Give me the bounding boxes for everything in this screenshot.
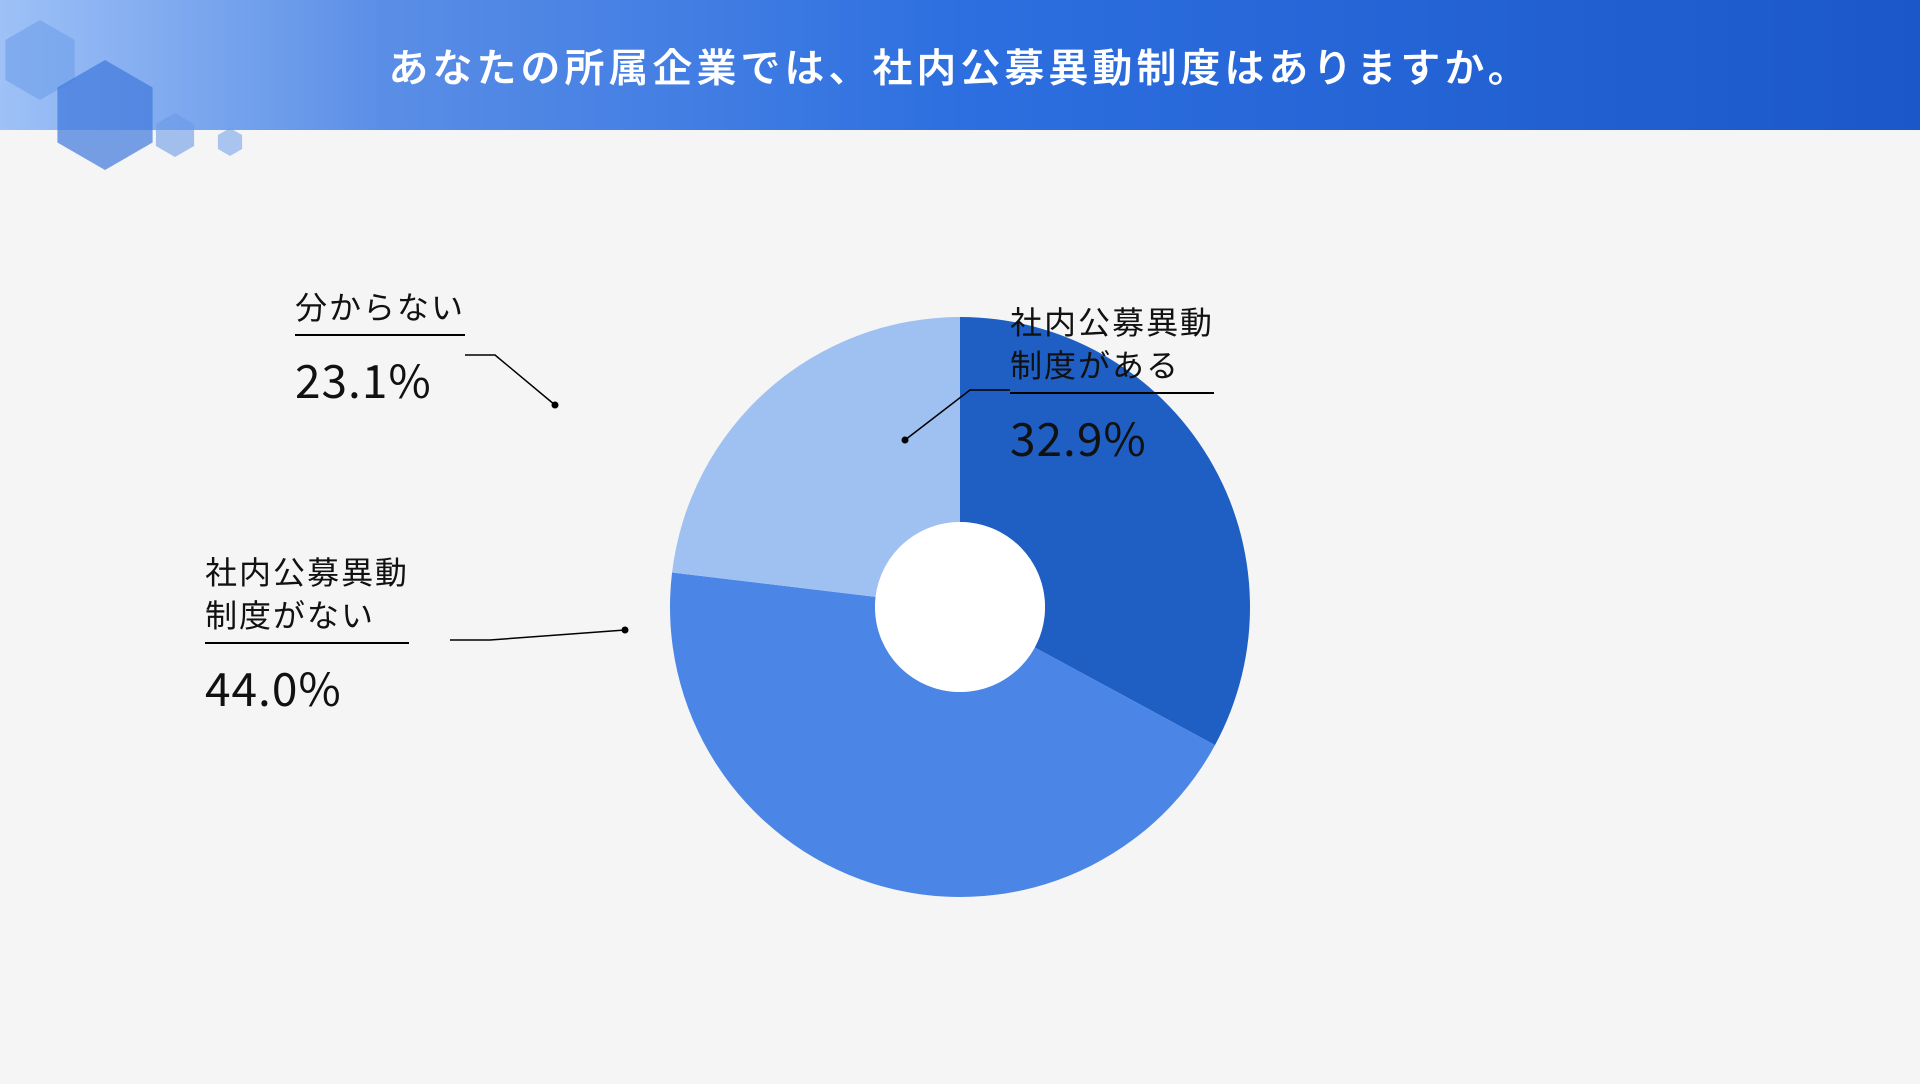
header-banner: あなたの所属企業では、社内公募異動制度はありますか。 — [0, 0, 1920, 130]
slice-pct-none: 44.0% — [205, 654, 465, 720]
slice-pct-has: 32.9% — [1010, 404, 1270, 470]
slice-label-dunno: 分からない 23.1% — [295, 285, 525, 412]
header-title: あなたの所属企業では、社内公募異動制度はありますか。 — [388, 36, 1531, 94]
chart-area: 社内公募異動 制度がある 32.9% 社内公募異動 制度がない 44.0% 分か… — [0, 130, 1920, 1084]
slice-label-none: 社内公募異動 制度がない 44.0% — [205, 550, 465, 720]
slice-label-has-text: 社内公募異動 制度がある — [1010, 300, 1214, 394]
slice-label-dunno-text: 分からない — [295, 285, 465, 336]
slice-pct-dunno: 23.1% — [295, 346, 525, 412]
slice-label-has: 社内公募異動 制度がある 32.9% — [1010, 300, 1270, 470]
slice-label-none-text: 社内公募異動 制度がない — [205, 550, 409, 644]
